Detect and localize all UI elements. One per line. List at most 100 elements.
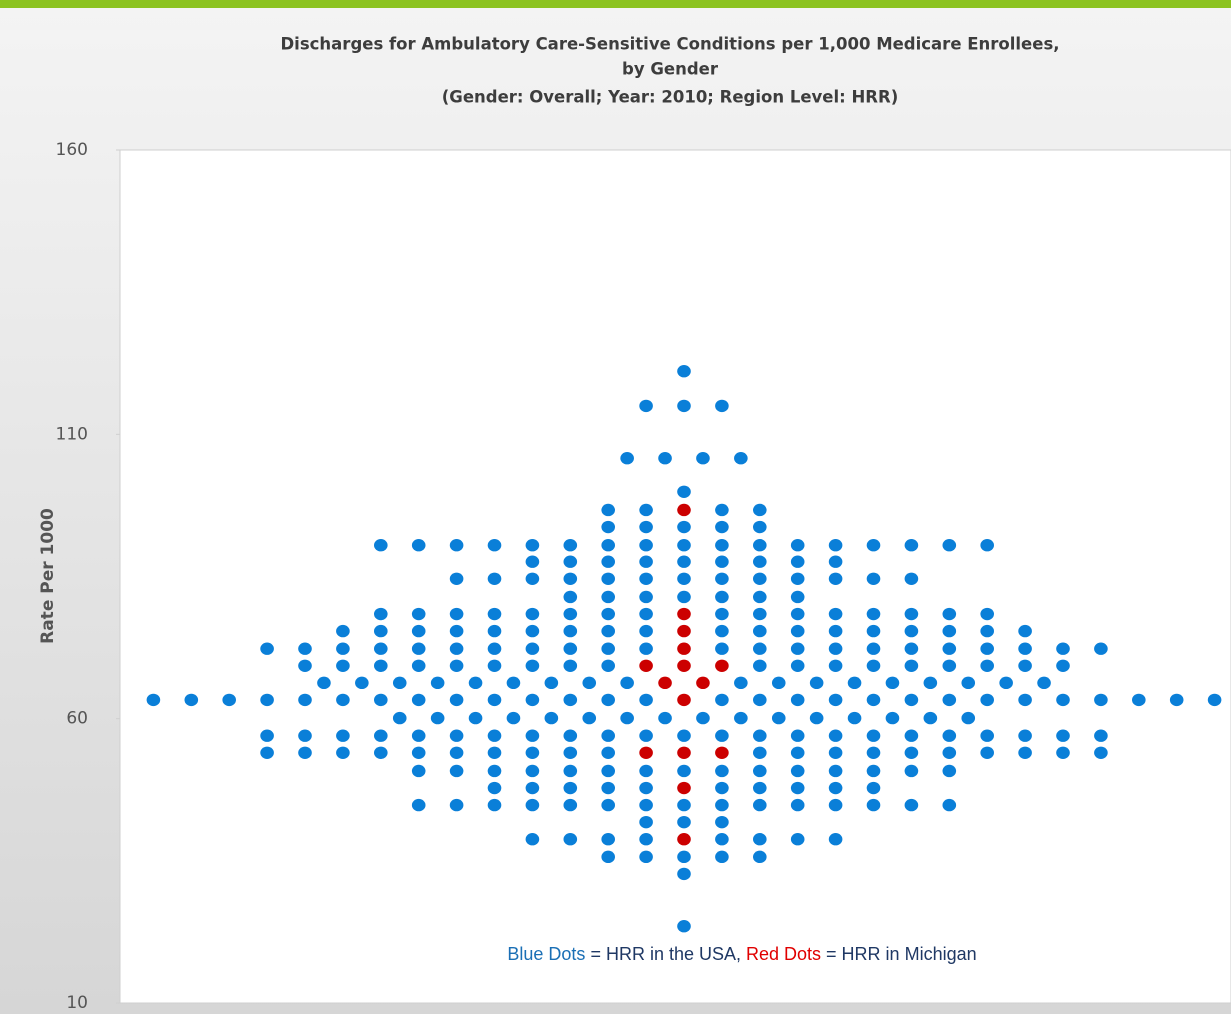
dot: [525, 659, 540, 672]
dot: [753, 746, 767, 759]
dot: [374, 729, 388, 742]
dot: [790, 693, 805, 707]
dot: [449, 607, 464, 621]
dot: [336, 746, 350, 759]
dot: [847, 676, 862, 690]
dot: [790, 659, 805, 672]
dot: [885, 676, 900, 690]
dot: [677, 520, 691, 534]
dot: [260, 746, 274, 759]
dot: [904, 693, 919, 707]
dot: [544, 711, 559, 725]
dot: [639, 399, 653, 413]
dot: [639, 850, 653, 864]
dot: [374, 607, 388, 621]
dot: [601, 539, 615, 552]
dot: [715, 693, 729, 707]
dot: [790, 624, 805, 638]
dot: [260, 642, 274, 655]
dot: [298, 693, 312, 707]
dot: [639, 520, 653, 534]
dot: [715, 746, 729, 759]
dot: [601, 572, 615, 585]
dot: [222, 693, 236, 707]
dot: [677, 729, 691, 742]
dot: [563, 798, 578, 812]
dot: [601, 503, 615, 517]
dot: [506, 676, 521, 690]
dot: [374, 624, 388, 638]
dot: [601, 781, 615, 795]
dot: [753, 781, 767, 795]
dot: [260, 693, 274, 707]
dot: [677, 485, 691, 498]
dot: [734, 676, 748, 690]
dot: [298, 729, 312, 742]
dot: [620, 676, 634, 690]
dot: [677, 850, 691, 864]
dot: [601, 607, 615, 621]
dot: [753, 693, 767, 707]
dot: [1056, 729, 1070, 742]
dot: [374, 659, 388, 672]
dot: [525, 781, 540, 795]
dot: [980, 659, 994, 672]
chart-title: Discharges for Ambulatory Care-Sensitive…: [280, 35, 1059, 54]
dot: [525, 642, 540, 655]
dot: [658, 676, 672, 690]
dot: [904, 746, 919, 759]
dot: [677, 642, 691, 655]
dot: [715, 624, 729, 638]
dot: [677, 399, 691, 413]
dot: [942, 693, 957, 707]
dot: [601, 729, 615, 742]
dot: [487, 539, 502, 552]
dot: [790, 555, 805, 568]
dot: [828, 833, 843, 846]
dot: [336, 624, 350, 638]
dot: [715, 503, 729, 517]
dot: [753, 624, 767, 638]
dot: [715, 764, 729, 778]
dot: [980, 624, 994, 638]
dot: [658, 711, 672, 725]
dot: [790, 607, 805, 621]
dot: [753, 539, 767, 552]
dot: [639, 815, 653, 829]
dot: [753, 833, 767, 846]
dot: [563, 781, 578, 795]
dot: [828, 572, 843, 585]
dot: [525, 555, 540, 568]
dot: [715, 850, 729, 864]
dot: [923, 676, 938, 690]
dot: [620, 452, 634, 465]
annotation: Blue Dots = HRR in the USA, Red Dots = H…: [0, 944, 1231, 965]
dot: [392, 676, 407, 690]
dot: [828, 555, 843, 568]
dot: [942, 729, 957, 742]
dot: [601, 520, 615, 534]
dot: [506, 711, 521, 725]
dot: [866, 781, 881, 795]
dot: [639, 798, 653, 812]
dot: [677, 920, 691, 933]
dot: [449, 659, 464, 672]
dot: [790, 590, 805, 604]
dot: [639, 539, 653, 552]
dot: [790, 764, 805, 778]
dot: [715, 590, 729, 604]
dot: [866, 607, 881, 621]
dot: [942, 659, 957, 672]
dot: [563, 624, 578, 638]
dot: [582, 676, 597, 690]
chart-title: by Gender: [622, 60, 719, 79]
dot: [487, 642, 502, 655]
dot: [942, 624, 957, 638]
dot: [487, 659, 502, 672]
dot: [411, 624, 426, 638]
dot: [639, 729, 653, 742]
dot: [260, 729, 274, 742]
annotation-text: Blue Dots: [507, 944, 586, 964]
dot: [563, 607, 578, 621]
